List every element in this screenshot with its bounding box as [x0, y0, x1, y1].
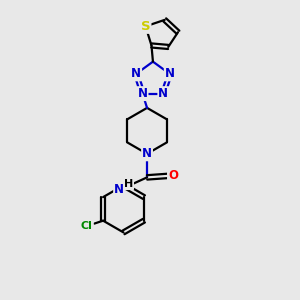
Text: S: S — [141, 20, 150, 33]
Text: Cl: Cl — [81, 221, 93, 231]
Text: O: O — [168, 169, 178, 182]
Text: N: N — [165, 68, 175, 80]
Text: H: H — [124, 179, 133, 189]
Text: N: N — [138, 87, 148, 100]
Text: N: N — [114, 183, 124, 196]
Text: N: N — [142, 147, 152, 160]
Text: N: N — [131, 68, 141, 80]
Text: N: N — [158, 87, 168, 100]
